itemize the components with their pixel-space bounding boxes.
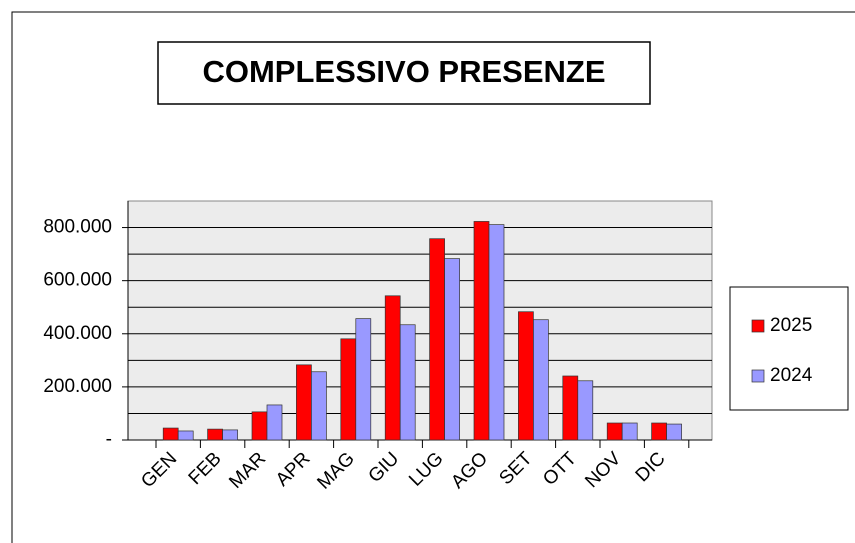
- bar: [399, 324, 416, 441]
- x-tick-label: OTT: [539, 448, 581, 490]
- bar: [251, 411, 268, 441]
- bar: [533, 319, 549, 441]
- bar: [222, 429, 238, 441]
- bar: [296, 364, 312, 441]
- y-tick-label: 200.000: [43, 376, 112, 397]
- y-tick-label: 400.000: [43, 323, 112, 344]
- frame: [11, 11, 855, 543]
- x-tick-label: LUG: [405, 448, 447, 490]
- x-tick-label: MAR: [225, 448, 270, 493]
- legend-swatch: [751, 319, 765, 333]
- y-tick-label: -: [106, 429, 112, 450]
- bar: [311, 371, 327, 441]
- x-tick-label: NOV: [581, 448, 625, 492]
- x-tick-label: MAG: [313, 448, 358, 493]
- legend-swatch: [751, 369, 765, 383]
- y-tick-label: 800.000: [43, 217, 112, 238]
- bar: [621, 422, 638, 441]
- bar: [384, 295, 401, 441]
- bar: [562, 375, 579, 441]
- bar: [473, 221, 490, 441]
- bar: [488, 224, 505, 441]
- chart-title: COMPLESSIVO PRESENZE: [202, 54, 605, 89]
- y-tick-label: 600.000: [43, 270, 112, 291]
- legend-box: [729, 286, 849, 411]
- bar: [606, 422, 623, 441]
- plot-area: [127, 200, 713, 441]
- x-tick-label: FEB: [185, 448, 226, 489]
- x-tick-label: AGO: [447, 448, 492, 493]
- title-box: [157, 41, 651, 105]
- bar: [518, 311, 534, 441]
- bar: [355, 318, 372, 441]
- bar: [207, 428, 223, 441]
- bar: [266, 404, 283, 441]
- bar: [651, 422, 667, 441]
- x-tick-label: SET: [496, 448, 537, 489]
- x-tick-label: GIU: [365, 448, 404, 487]
- bar: [429, 238, 445, 441]
- bar: [444, 258, 460, 441]
- x-tick-label: APR: [272, 448, 314, 490]
- x-tick-label: DIC: [632, 448, 670, 486]
- bar: [577, 380, 594, 441]
- x-tick-label: GEN: [137, 448, 181, 492]
- legend-label: 2025: [770, 315, 812, 336]
- bar: [666, 423, 682, 441]
- bar: [340, 338, 357, 441]
- bar: [162, 427, 179, 441]
- bar: [177, 430, 194, 441]
- legend-label: 2024: [770, 365, 813, 386]
